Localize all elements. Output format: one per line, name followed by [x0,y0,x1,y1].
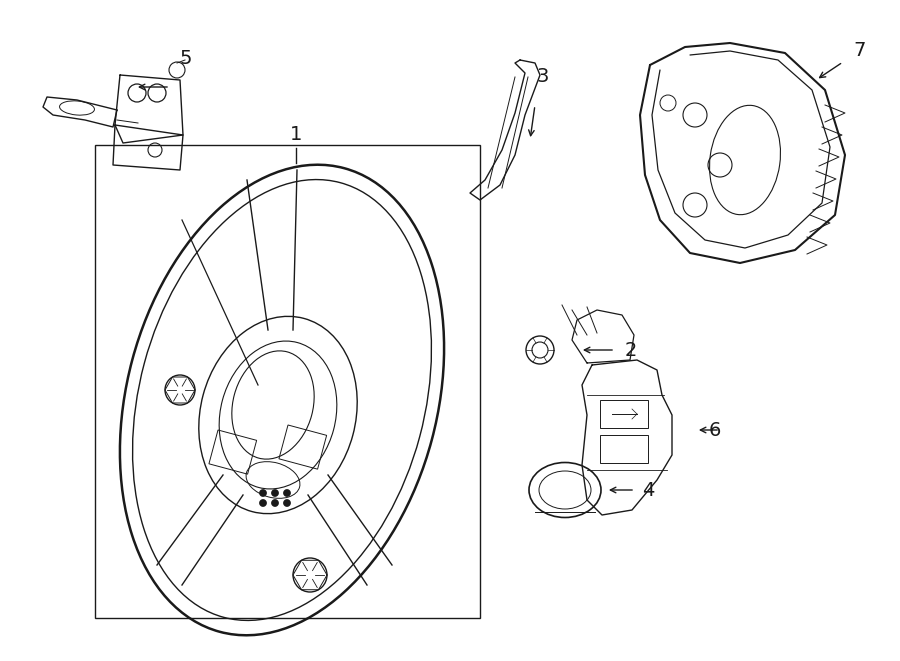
Text: 7: 7 [854,40,866,59]
Text: 6: 6 [709,420,721,440]
Text: 1: 1 [290,124,302,143]
Circle shape [259,500,266,506]
Bar [600,400,648,428]
Text: 5: 5 [180,50,193,69]
Bar [279,425,327,469]
Text: 4: 4 [642,481,654,500]
Circle shape [272,490,278,496]
Bar [95,145,480,618]
Bar [600,435,648,463]
Circle shape [284,490,291,496]
Text: 3: 3 [536,67,549,85]
Circle shape [259,490,266,496]
Bar [209,430,256,474]
Text: 2: 2 [625,340,637,360]
Circle shape [272,500,278,506]
Circle shape [284,500,291,506]
